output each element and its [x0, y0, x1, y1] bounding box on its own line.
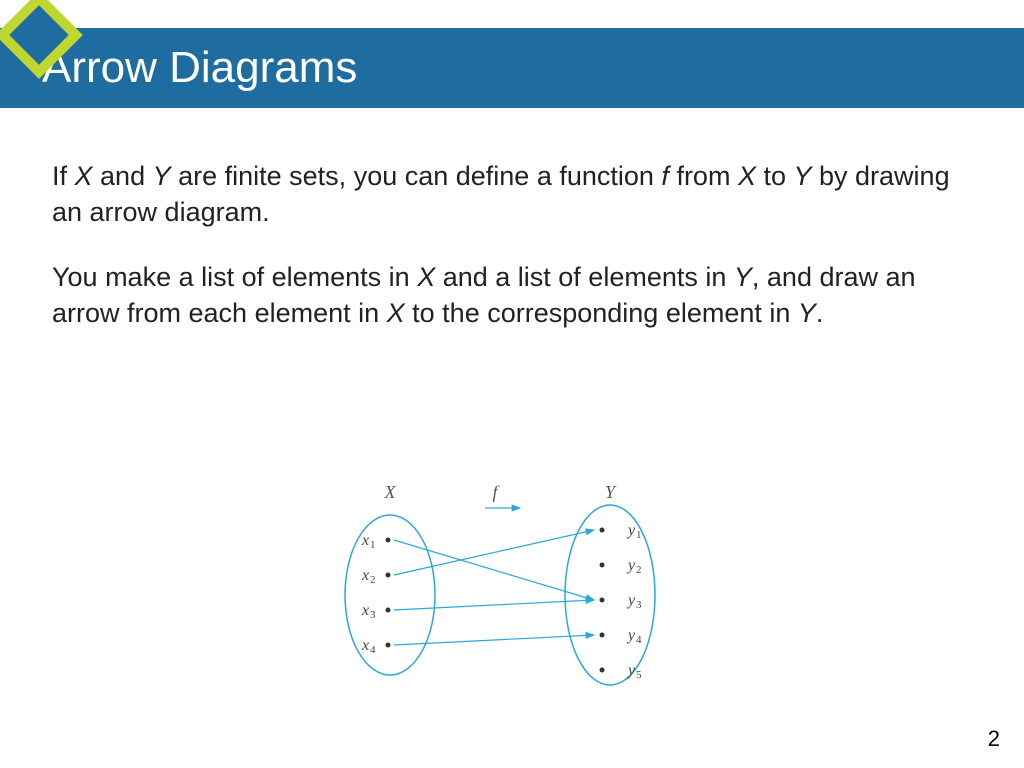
- var-x: X: [417, 262, 435, 292]
- svg-text:x: x: [361, 532, 369, 549]
- slide-title: Arrow Diagrams: [42, 43, 357, 93]
- text: If: [52, 161, 75, 191]
- page-number: 2: [988, 726, 1000, 752]
- paragraph-1: If X and Y are finite sets, you can defi…: [52, 158, 972, 231]
- var-f: f: [661, 161, 669, 191]
- arrow-diagram: XYfx1x2x3x4y1y2y3y4y5: [310, 480, 710, 710]
- text: You make a list of elements in: [52, 262, 417, 292]
- text: and: [93, 161, 153, 191]
- arrow-diagram-svg: XYfx1x2x3x4y1y2y3y4y5: [310, 480, 710, 710]
- var-y: Y: [153, 161, 171, 191]
- var-x: X: [738, 161, 756, 191]
- diamond-inner: [9, 5, 68, 64]
- svg-text:x: x: [361, 602, 369, 619]
- var-y: Y: [794, 161, 812, 191]
- var-x: X: [387, 298, 405, 328]
- svg-text:y: y: [626, 522, 636, 539]
- svg-text:4: 4: [636, 634, 642, 646]
- svg-text:y: y: [626, 592, 636, 609]
- var-y: Y: [798, 298, 816, 328]
- text: .: [816, 298, 824, 328]
- svg-text:5: 5: [636, 669, 642, 681]
- svg-text:y: y: [626, 627, 636, 644]
- svg-text:Y: Y: [605, 482, 617, 502]
- header-bar: Arrow Diagrams: [0, 28, 1024, 108]
- text: and a list of elements in: [435, 262, 734, 292]
- svg-text:1: 1: [370, 539, 376, 551]
- svg-text:y: y: [626, 662, 636, 679]
- svg-text:4: 4: [370, 644, 376, 656]
- var-x: X: [75, 161, 93, 191]
- text: from: [669, 161, 738, 191]
- svg-text:3: 3: [370, 609, 376, 621]
- svg-text:3: 3: [636, 599, 642, 611]
- svg-text:2: 2: [370, 574, 376, 586]
- svg-text:x: x: [361, 567, 369, 584]
- body-content: If X and Y are finite sets, you can defi…: [52, 158, 972, 360]
- paragraph-2: You make a list of elements in X and a l…: [52, 259, 972, 332]
- text: to: [756, 161, 794, 191]
- svg-text:f: f: [492, 482, 500, 502]
- text: to the corresponding element in: [405, 298, 798, 328]
- svg-text:1: 1: [636, 529, 642, 541]
- var-y: Y: [734, 262, 752, 292]
- svg-text:2: 2: [636, 564, 642, 576]
- svg-text:X: X: [384, 482, 397, 502]
- svg-text:y: y: [626, 557, 636, 574]
- svg-text:x: x: [361, 637, 369, 654]
- text: are finite sets, you can define a functi…: [171, 161, 662, 191]
